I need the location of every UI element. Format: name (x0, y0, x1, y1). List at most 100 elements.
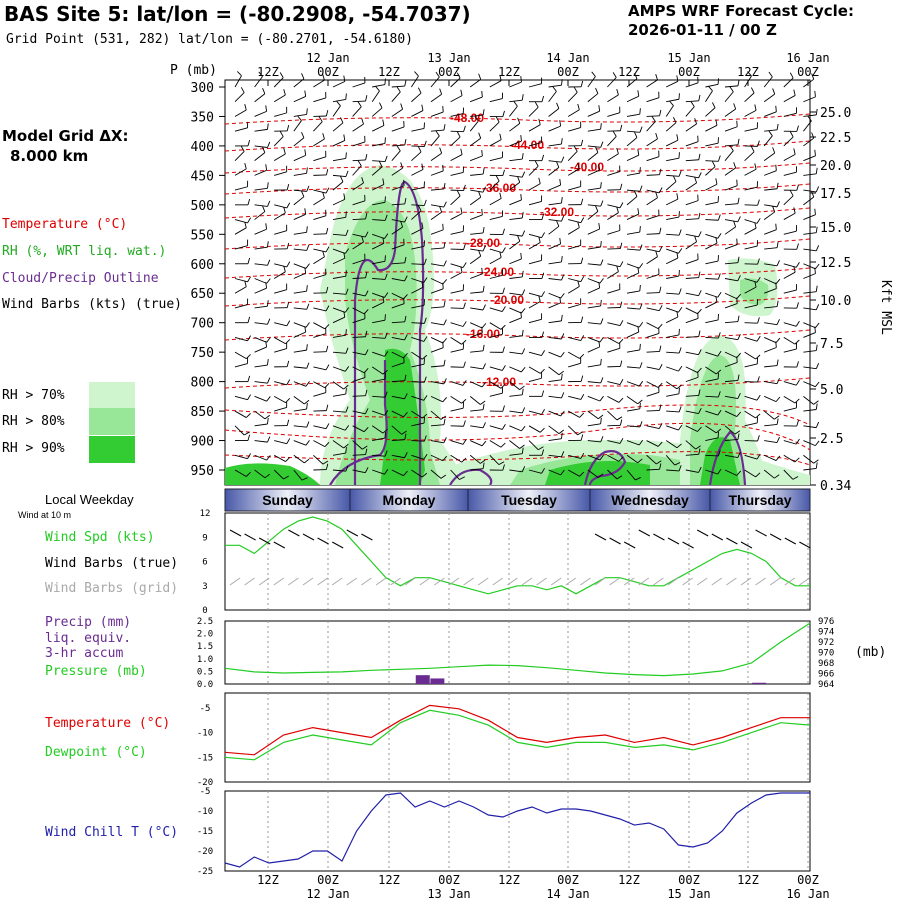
wind-barb (685, 376, 699, 383)
wind-barb (724, 336, 738, 341)
wind-barb-flag (757, 258, 760, 265)
wind-barb (666, 410, 680, 413)
wind-barb (254, 128, 268, 132)
wind-barb (626, 231, 640, 235)
legend-precip-3: 3-hr accum (45, 646, 123, 661)
wind-barb-flag (580, 316, 584, 323)
height-tick-label: 25.0 (820, 106, 851, 121)
wind-barb-flag (345, 229, 349, 236)
wind-barb-flag (556, 161, 560, 168)
wind-barb (254, 287, 267, 294)
wind-barb-flag (573, 86, 578, 93)
wind-barb-flag (325, 345, 329, 352)
wind-barb-flag (301, 190, 305, 197)
wind-barb-flag (404, 275, 408, 282)
wind-barb-flag (286, 379, 291, 385)
wind-barb (430, 288, 444, 294)
wind-barb-flag (639, 362, 643, 369)
rh-region-10 (740, 278, 769, 305)
wind-barb-flag (382, 428, 388, 434)
wind-barb-flag (421, 281, 424, 288)
wind-barb (274, 348, 287, 353)
wind-barb-flag (756, 335, 761, 342)
wind-barb (470, 425, 484, 429)
wind-barb-flag (442, 338, 448, 344)
wind-barb-flag (499, 74, 502, 81)
wind-barb-flag (658, 422, 663, 429)
wind-barb (430, 76, 440, 88)
wind-barb (764, 381, 778, 385)
height-tick-label: 12.5 (820, 256, 851, 271)
wind-barb (783, 395, 796, 404)
wind-barb-flag (244, 104, 247, 111)
wind-barb (430, 211, 442, 220)
wind-barb (332, 425, 346, 431)
isotherm-label: -36.00 (482, 181, 516, 195)
grid-wind-barb (361, 577, 372, 586)
wind-barb (646, 215, 660, 221)
wind-barb-flag (580, 394, 585, 400)
wind-barb-flag (478, 73, 482, 80)
wind-barb (568, 454, 581, 459)
wind-barb-flag (482, 304, 486, 311)
wind-barb-flag (595, 87, 599, 94)
wind-barb-flag (737, 256, 740, 263)
wind-barb-flag (384, 410, 389, 416)
true-wind-barb (799, 541, 811, 549)
wind-barb (274, 407, 287, 412)
wind-barb-flag (676, 193, 679, 200)
legend-precip-1: Precip (mm) (45, 615, 131, 630)
wind-barb (587, 287, 600, 294)
wind-barb (705, 166, 716, 176)
wind-barb (293, 172, 307, 176)
wind-barb-flag (443, 201, 447, 208)
wind-barb (313, 121, 323, 132)
wind-barb (646, 351, 660, 353)
wind-barb (254, 228, 267, 235)
wind-barb-flag (325, 286, 329, 293)
wind-barb (665, 105, 674, 117)
grid-wind-barb (623, 577, 635, 586)
wind-barb (509, 105, 518, 117)
wind-barb-flag (600, 417, 602, 424)
wind-barb-flag (519, 385, 525, 390)
legend-rh: RH (%, WRT liq. wat.) (2, 244, 167, 259)
wind-barb-flag (520, 193, 522, 201)
wind-barb-flag (460, 89, 463, 96)
wind-barb (509, 410, 523, 414)
wind-barb (764, 454, 777, 461)
wind-barb (254, 454, 267, 461)
wind-barb-flag (559, 179, 562, 186)
wind-barb (783, 454, 796, 463)
wind-barb-flag (736, 411, 742, 417)
wind-barb-flag (717, 233, 722, 239)
grid-wind-barb (331, 577, 343, 586)
wind-barb (254, 110, 267, 117)
wind-barb (548, 395, 562, 399)
wind-barb (724, 167, 736, 176)
wind-barb-flag (258, 71, 263, 77)
wind-barb (411, 169, 424, 176)
wind-barb-flag (772, 206, 776, 213)
wind-barb-flag (421, 104, 424, 111)
wind-barb-flag (754, 222, 757, 229)
wind-barb-flag (559, 296, 562, 303)
wind-barb-flag (520, 252, 522, 259)
wind-barb-flag (500, 324, 506, 330)
wind-barb (371, 107, 383, 117)
wind-barb (352, 106, 362, 117)
wind-barb (469, 120, 479, 132)
wind-barb (607, 212, 619, 220)
isotherm-line (224, 267, 811, 279)
wind-barb-flag (776, 260, 780, 266)
wind-barb-flag (283, 265, 286, 272)
wind-barb (313, 392, 326, 397)
wind-barb-flag (344, 307, 350, 313)
wind-barb-flag (306, 185, 310, 192)
wind-barb (313, 322, 326, 330)
wind-barb (411, 186, 425, 191)
wind-barb-flag (580, 375, 584, 382)
wind-barb (430, 440, 444, 444)
wind-y-tick: 9 (202, 533, 207, 543)
wind-barb (587, 110, 600, 117)
